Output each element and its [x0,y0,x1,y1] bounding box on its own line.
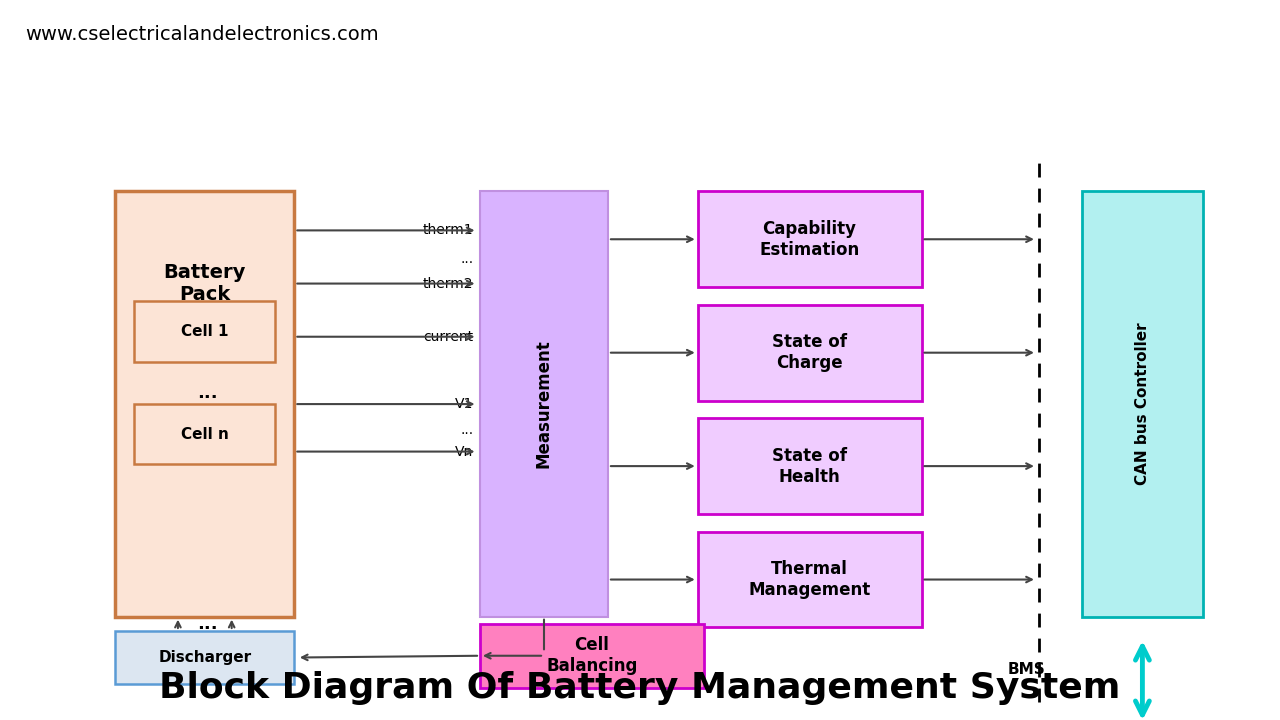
Text: State of
Health: State of Health [772,446,847,485]
FancyBboxPatch shape [698,531,922,627]
Text: ...: ... [197,615,218,633]
Text: Thermal
Management: Thermal Management [749,560,870,599]
Text: current: current [424,330,474,343]
Text: therm2: therm2 [424,276,474,291]
Text: ...: ... [197,384,218,402]
Text: V1: V1 [456,397,474,411]
Text: Cell
Balancing: Cell Balancing [547,636,637,675]
FancyBboxPatch shape [134,301,275,361]
Text: Vn: Vn [456,444,474,459]
FancyBboxPatch shape [115,631,294,684]
FancyBboxPatch shape [115,192,294,617]
FancyBboxPatch shape [480,624,704,688]
Text: State of
Charge: State of Charge [772,333,847,372]
FancyBboxPatch shape [698,418,922,514]
Text: ...: ... [461,423,474,437]
Text: Capability
Estimation: Capability Estimation [759,220,860,258]
Text: Discharger: Discharger [159,650,251,665]
FancyBboxPatch shape [134,404,275,464]
Text: Measurement: Measurement [535,340,553,469]
FancyBboxPatch shape [698,192,922,287]
Text: Battery
Pack: Battery Pack [164,263,246,304]
Text: therm1: therm1 [422,223,474,238]
Text: BMS: BMS [1007,662,1044,678]
Text: Block Diagram Of Battery Management System: Block Diagram Of Battery Management Syst… [159,671,1121,706]
Text: www.cselectricalandelectronics.com: www.cselectricalandelectronics.com [26,24,379,44]
FancyBboxPatch shape [1082,192,1203,617]
Text: Cell n: Cell n [180,427,229,441]
Text: ...: ... [461,252,474,266]
FancyBboxPatch shape [480,192,608,617]
Text: CAN bus Controller: CAN bus Controller [1135,323,1149,485]
FancyBboxPatch shape [698,305,922,400]
Text: Cell 1: Cell 1 [180,324,229,339]
